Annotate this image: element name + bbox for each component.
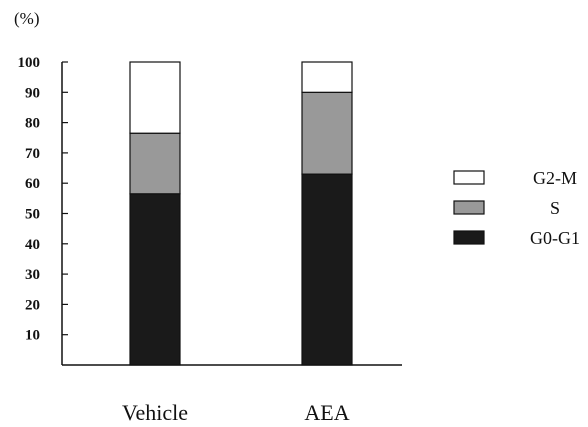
legend-swatch xyxy=(453,170,485,185)
x-category-label: AEA xyxy=(304,400,349,425)
bar-segment-g0-g1 xyxy=(301,173,353,366)
y-tick-label: 20 xyxy=(25,297,40,313)
y-axis-unit-label: (%) xyxy=(14,9,39,28)
legend: G2-M S G0-G1 xyxy=(453,168,580,248)
y-tick-label: 80 xyxy=(25,116,40,132)
x-category-label: Vehicle xyxy=(122,400,188,425)
bar-segment-s xyxy=(301,91,353,175)
legend-label: S xyxy=(550,198,560,218)
y-tick-label: 30 xyxy=(25,267,40,283)
y-tick-label: 70 xyxy=(25,146,40,162)
legend-label: G0-G1 xyxy=(530,228,580,248)
legend-swatch xyxy=(453,230,485,245)
legend-swatch xyxy=(453,200,485,215)
y-tick-label: 50 xyxy=(25,207,40,223)
category-labels: Vehicle AEA xyxy=(122,400,350,425)
y-tick-label: 10 xyxy=(25,328,40,344)
legend-label: G2-M xyxy=(533,168,577,188)
bar-segment-g2-m xyxy=(129,61,181,134)
bars-group xyxy=(129,61,353,366)
axes: 10 20 30 40 50 60 70 80 90 100 xyxy=(18,55,402,366)
bar-segment-s xyxy=(129,132,181,195)
y-tick-label: 40 xyxy=(25,237,40,253)
bar-segment-g0-g1 xyxy=(129,193,181,366)
y-tick-label: 100 xyxy=(18,55,41,71)
bar-segment-g2-m xyxy=(301,61,353,93)
y-tick-label: 60 xyxy=(25,176,40,192)
y-tick-label: 90 xyxy=(25,85,40,101)
